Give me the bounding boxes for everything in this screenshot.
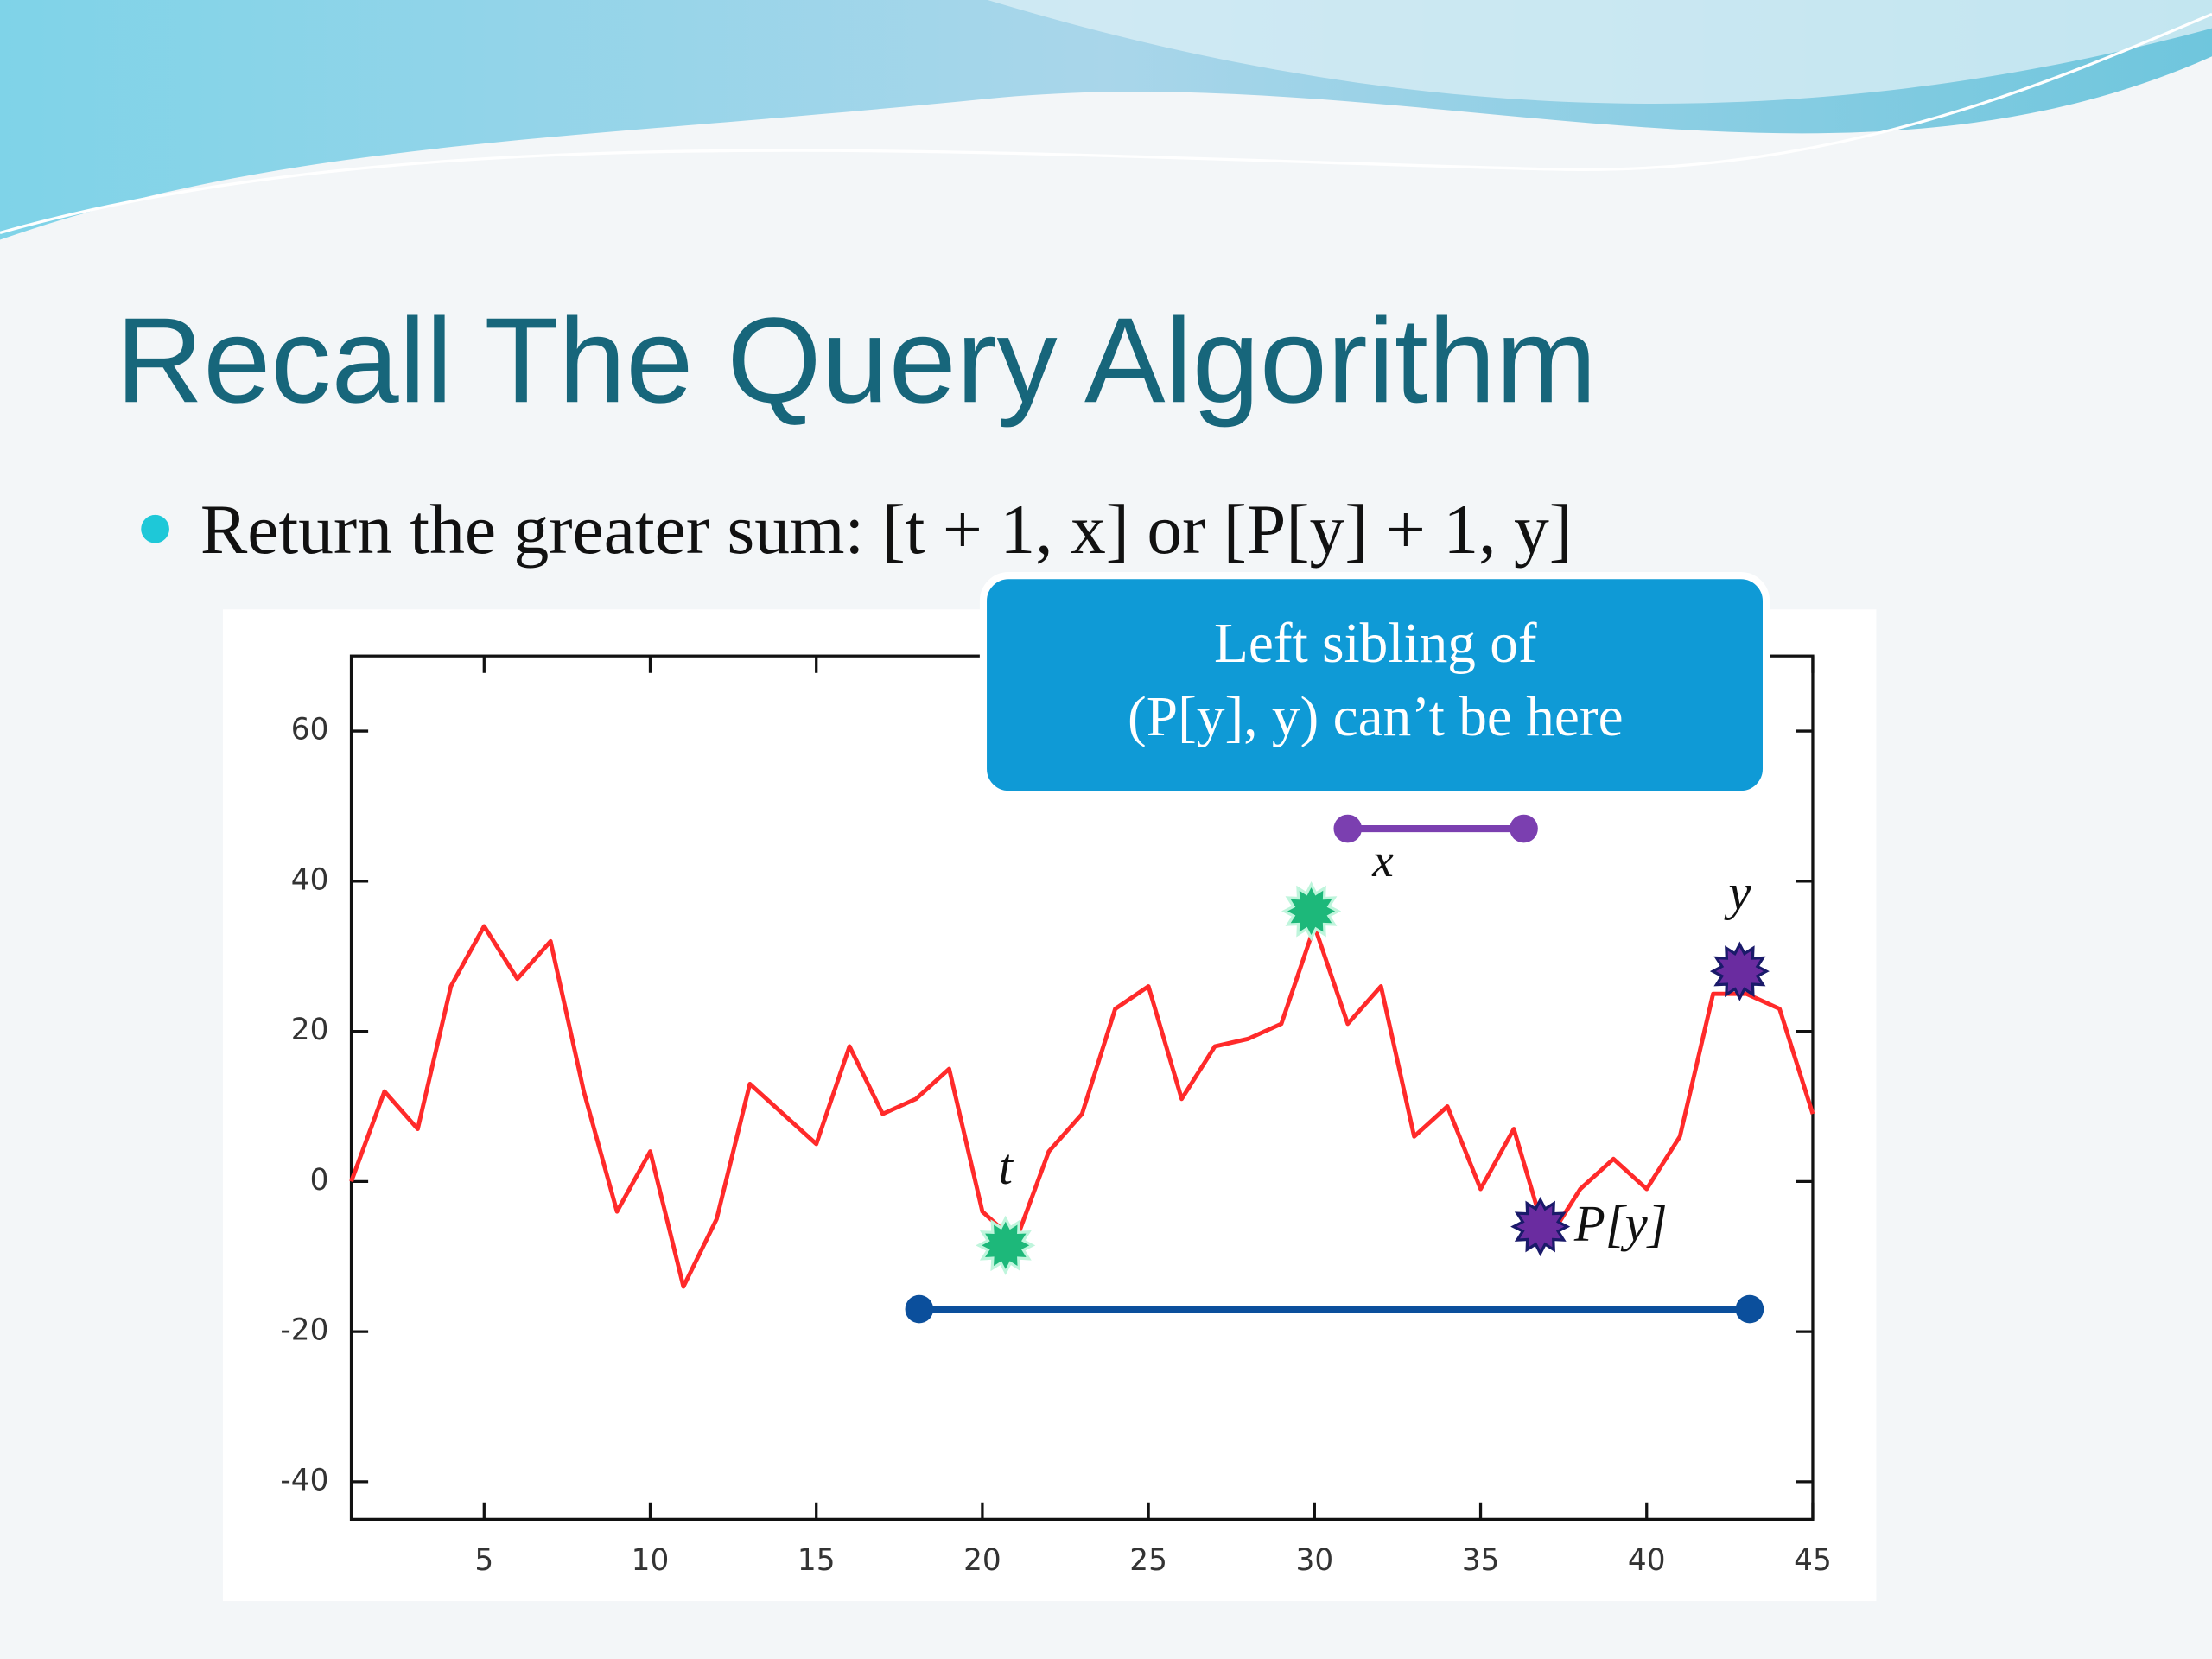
interval-end xyxy=(1510,814,1538,843)
callout-box xyxy=(979,572,1770,798)
x-tick-label: 25 xyxy=(1129,1543,1167,1578)
y-tick-label: 40 xyxy=(291,862,329,897)
callout-text: Left sibling of xyxy=(1214,613,1537,675)
plot: -40 -20 0 20 40 60 5 10 15 20 25 30 35 40 45 x t P[y] y xyxy=(280,654,1832,1578)
point-marker xyxy=(1709,941,1770,1001)
slide-title: Recall The Query Algorithm xyxy=(116,292,1597,428)
wave-line xyxy=(0,12,2212,234)
y-tick-label: 20 xyxy=(291,1013,329,1047)
point-marker xyxy=(1281,880,1342,942)
point-label: P[y] xyxy=(1573,1196,1668,1252)
x-tick-label: 35 xyxy=(1462,1543,1500,1578)
y-tick-label: -40 xyxy=(280,1463,328,1497)
y-tick-label: -20 xyxy=(280,1313,328,1348)
interval-end xyxy=(905,1294,934,1324)
x-tick-label: 40 xyxy=(1628,1543,1666,1578)
interval-label: x xyxy=(1371,835,1394,887)
callout: Left sibling of (P[y], y) can’t be here xyxy=(979,572,1770,798)
point-label: t xyxy=(999,1139,1014,1195)
bullet-text: Return the greater sum: [t + 1, x] or [P… xyxy=(200,490,1573,569)
bullet-dot xyxy=(141,514,169,543)
y-tick-label: 0 xyxy=(310,1163,329,1198)
x-tick-label: 15 xyxy=(798,1543,836,1578)
y-tick-label: 60 xyxy=(291,713,329,747)
x-tick-label: 20 xyxy=(963,1543,1001,1578)
x-tick-label: 5 xyxy=(474,1543,493,1578)
x-tick-label: 45 xyxy=(1794,1543,1832,1578)
data-line xyxy=(349,924,1815,1289)
x-tick-label: 30 xyxy=(1296,1543,1334,1578)
wave-highlight xyxy=(987,0,2212,104)
x-tick-label: 10 xyxy=(632,1543,670,1578)
point-marker xyxy=(976,1215,1036,1275)
callout-text: (P[y], y) can’t be here xyxy=(1128,686,1624,748)
point-marker xyxy=(1510,1197,1571,1257)
interval-end xyxy=(1333,814,1363,843)
point-label: y xyxy=(1724,865,1751,921)
interval-end xyxy=(1735,1294,1764,1324)
